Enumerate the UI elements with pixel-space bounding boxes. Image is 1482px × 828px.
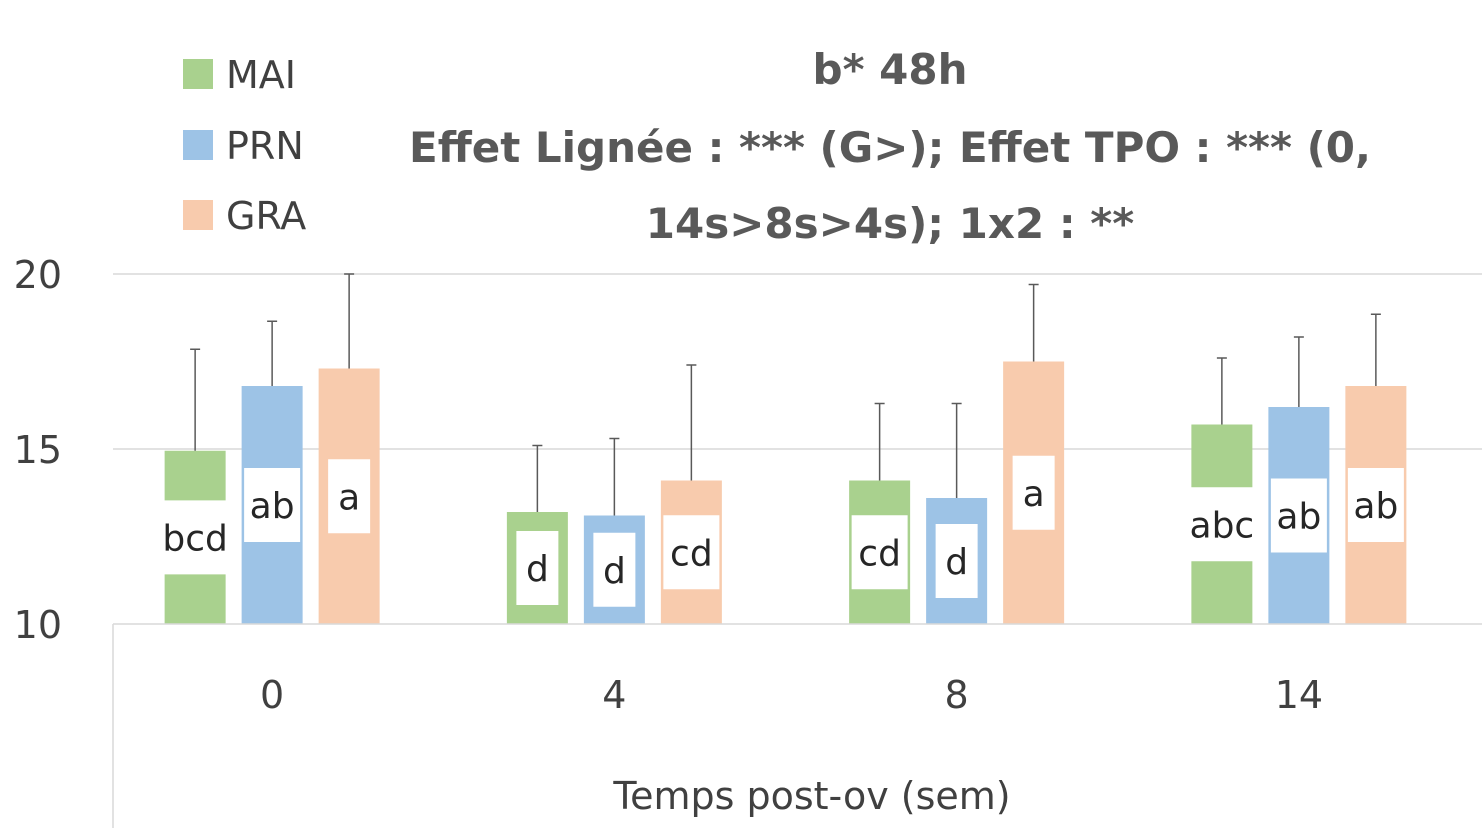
data-label-box	[1347, 468, 1404, 542]
data-label: cd	[858, 533, 901, 574]
y-tick-label: 10	[14, 603, 62, 647]
data-label-box	[156, 500, 234, 575]
y-tick-label: 15	[14, 428, 62, 472]
x-tick-label: 8	[945, 673, 969, 717]
chart-title-line: 14s>8s>4s); 1x2 : **	[646, 199, 1134, 248]
data-label: a	[338, 477, 360, 518]
x-axis-title: Temps post-ov (sem)	[612, 774, 1010, 818]
legend-label: GRA	[226, 194, 306, 238]
data-label-box	[1012, 455, 1055, 530]
data-label: bcd	[162, 518, 228, 559]
data-label: ab	[250, 486, 295, 527]
data-label: d	[945, 542, 968, 583]
legend-label: MAI	[226, 53, 296, 97]
data-label: abc	[1190, 505, 1255, 546]
axes: 10 15 20 0 4 8 14 Temps post-ov (sem)	[14, 253, 1482, 828]
data-label-box	[935, 524, 978, 598]
data-label: a	[1023, 474, 1045, 515]
data-label: cd	[670, 533, 713, 574]
chart-title-line: Effet Lignée : *** (G>); Effet TPO : ***…	[409, 123, 1371, 172]
data-label-box	[593, 532, 636, 607]
legend-swatch	[183, 59, 213, 89]
data-label-box	[1183, 487, 1261, 562]
data-label-box	[516, 531, 559, 605]
chart-title: b* 48h Effet Lignée : *** (G>); Effet TPO…	[409, 45, 1371, 248]
data-label-box	[328, 459, 371, 534]
data-label-box	[663, 515, 720, 590]
x-tick-label: 14	[1275, 673, 1323, 717]
data-label: d	[526, 549, 549, 590]
legend: MAI PRN GRA	[183, 53, 306, 238]
data-label-box	[851, 515, 908, 590]
x-tick-label: 4	[602, 673, 626, 717]
x-tick-label: 0	[260, 673, 284, 717]
data-label: d	[603, 551, 626, 592]
legend-swatch	[183, 130, 213, 160]
y-tick-label: 20	[14, 253, 62, 297]
legend-swatch	[183, 200, 213, 230]
data-label: ab	[1276, 497, 1321, 538]
chart-title-line: b* 48h	[813, 45, 968, 94]
legend-label: PRN	[226, 124, 304, 168]
data-label-box	[244, 468, 301, 542]
data-label-box	[1270, 478, 1327, 553]
data-label: ab	[1353, 486, 1398, 527]
